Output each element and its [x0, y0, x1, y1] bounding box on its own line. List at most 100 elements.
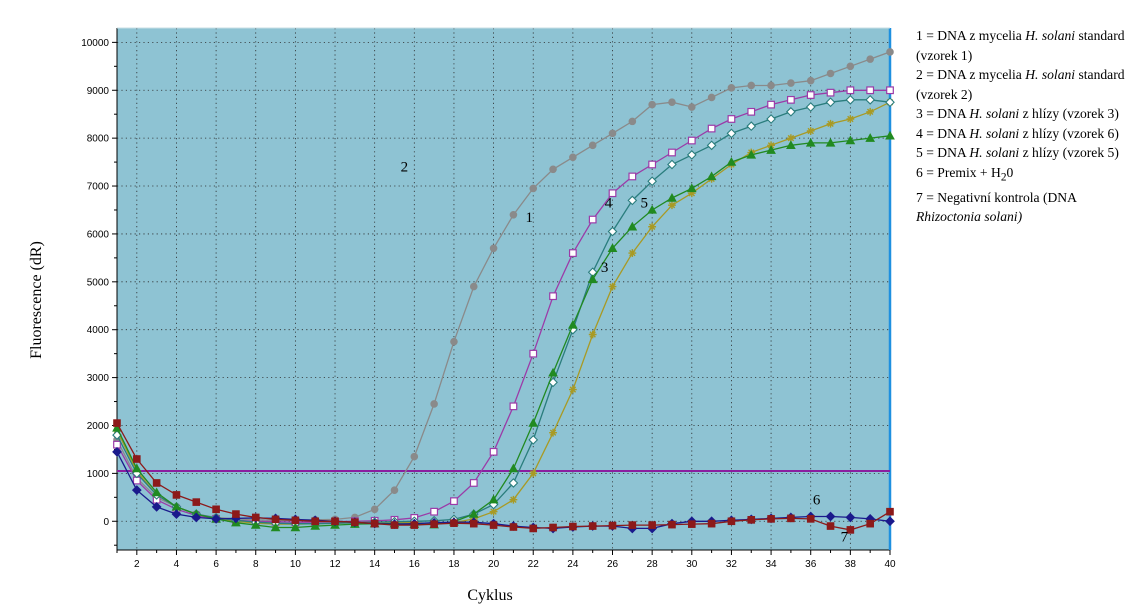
- data-point: [668, 201, 676, 210]
- data-point: [767, 100, 775, 109]
- data-point: [805, 137, 816, 147]
- data-point: [687, 136, 696, 145]
- y-tick-label: 2000: [87, 421, 110, 432]
- data-point: [489, 447, 498, 456]
- data-point: [450, 519, 458, 527]
- data-point: [529, 184, 538, 193]
- data-point: [687, 189, 696, 198]
- data-point: [488, 494, 499, 504]
- x-tick-label: 24: [567, 559, 579, 570]
- data-point: [131, 463, 142, 473]
- data-point: [588, 215, 597, 224]
- x-tick-label: 28: [647, 559, 659, 570]
- data-point: [806, 76, 815, 85]
- x-tick-label: 4: [174, 559, 180, 570]
- legend-entry-4: 4 = DNA H. solani z hlízy (vzorek 6): [916, 125, 1119, 141]
- y-tick-label: 6000: [87, 229, 110, 240]
- data-point: [607, 226, 618, 237]
- x-tick-label: 2: [134, 559, 140, 570]
- plot-area: [117, 28, 890, 550]
- legend-entry-3: 3 = DNA H. solani z hlízy (vzorek 3): [916, 106, 1119, 121]
- data-point: [746, 149, 757, 159]
- curve-label: 4: [605, 196, 613, 212]
- data-point: [529, 524, 538, 533]
- data-point: [845, 135, 856, 145]
- data-point: [648, 100, 656, 109]
- data-point: [588, 522, 597, 530]
- series-line: [116, 51, 891, 521]
- data-point: [529, 469, 538, 478]
- x-tick-label: 8: [253, 559, 259, 570]
- x-tick-label: 14: [369, 559, 381, 570]
- data-point: [727, 517, 736, 526]
- y-tick-label: 8000: [87, 134, 110, 145]
- data-point: [112, 446, 122, 457]
- data-point: [845, 512, 856, 523]
- data-point: [131, 485, 142, 496]
- data-point: [608, 129, 617, 138]
- data-point: [845, 94, 856, 105]
- data-point: [648, 521, 656, 529]
- data-point: [747, 107, 756, 116]
- data-point: [549, 292, 557, 301]
- data-point: [549, 428, 557, 437]
- data-point: [786, 106, 796, 117]
- data-point: [410, 521, 419, 529]
- axes: 0 1000 2000 3000 4000 5000 6000 7000 8000 9000 100…: [81, 27, 896, 570]
- data-point: [846, 62, 855, 71]
- x-axis-title: Cyklus: [467, 587, 512, 604]
- data-point: [825, 97, 836, 108]
- data-point: [786, 95, 795, 104]
- data-point: [133, 455, 141, 463]
- series-line: [116, 101, 891, 525]
- data-point: [648, 222, 657, 231]
- data-point: [766, 145, 776, 154]
- data-point: [370, 505, 379, 514]
- x-tick-label: 32: [726, 559, 738, 570]
- curve-labels: 1 2 3 4 5 6 7: [401, 160, 849, 546]
- data-point: [806, 515, 815, 523]
- data-point: [212, 505, 220, 514]
- data-point: [726, 157, 737, 166]
- data-point: [430, 507, 439, 516]
- data-point: [290, 522, 301, 532]
- data-point: [707, 519, 716, 528]
- data-point: [747, 516, 756, 524]
- data-point: [866, 519, 874, 528]
- data-point: [767, 81, 775, 90]
- data-point: [410, 452, 419, 461]
- data-point: [865, 133, 876, 142]
- data-point: [390, 486, 399, 494]
- data-point: [686, 183, 697, 193]
- data-point: [846, 86, 855, 95]
- data-point: [628, 249, 637, 257]
- data-point: [508, 478, 519, 488]
- data-point: [171, 509, 182, 519]
- data-point: [647, 204, 658, 214]
- data-point: [430, 400, 438, 408]
- series-line: [116, 99, 891, 525]
- data-point: [866, 107, 875, 116]
- data-point: [826, 88, 835, 97]
- data-point: [588, 330, 597, 339]
- data-point: [549, 523, 557, 532]
- data-point: [509, 402, 518, 411]
- data-point: [509, 210, 518, 219]
- data-point: [667, 159, 677, 170]
- data-point: [251, 513, 260, 522]
- x-tick-label: 16: [409, 559, 421, 570]
- data-point: [113, 419, 121, 427]
- data-point: [509, 523, 518, 531]
- data-point: [826, 69, 835, 78]
- data-point: [805, 102, 816, 112]
- data-point: [707, 124, 716, 133]
- data-point: [766, 114, 776, 124]
- data-point: [151, 502, 162, 512]
- data-point: [508, 463, 519, 473]
- data-point: [866, 55, 874, 63]
- x-tick-label: 18: [448, 559, 460, 570]
- data-point: [686, 150, 697, 160]
- data-point: [430, 520, 438, 528]
- data-point: [528, 434, 539, 445]
- data-point: [885, 97, 895, 108]
